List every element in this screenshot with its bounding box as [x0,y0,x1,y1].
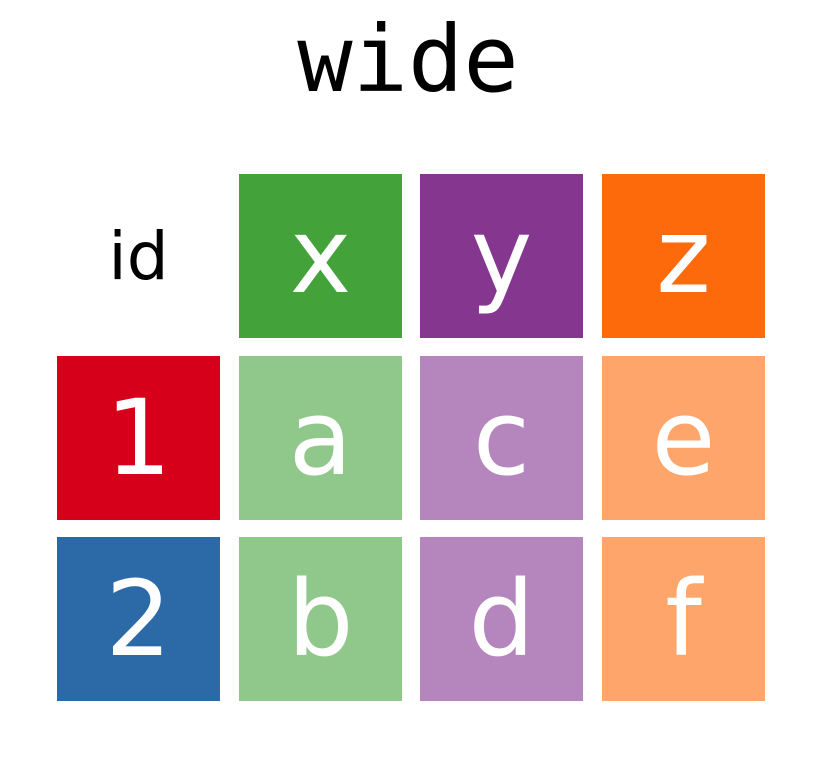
diagram-title: wide [297,6,519,113]
column-header-x: x [239,174,402,338]
column-header-y: y [420,174,583,338]
value-cell: b [239,537,402,701]
row-id-cell: 2 [57,537,220,701]
value-cell: e [602,356,765,520]
column-header-z: z [602,174,765,338]
value-cell: a [239,356,402,520]
value-cell: c [420,356,583,520]
row-id-cell: 1 [57,356,220,520]
value-cell: d [420,537,583,701]
id-column-header: id [108,217,169,295]
value-cell: f [602,537,765,701]
